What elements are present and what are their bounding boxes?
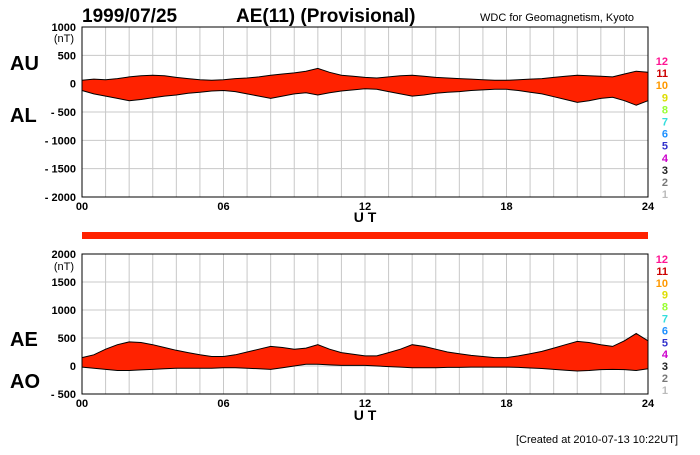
au-al-x-axis-title: U T — [354, 209, 377, 225]
series-line-au — [81, 67, 649, 81]
station-legend-label: 6 — [662, 325, 668, 337]
station-legend-label: 1 — [662, 189, 668, 201]
panel1-x-tick-label: 24 — [642, 398, 655, 410]
station-legend-label: 3 — [662, 165, 668, 177]
station-legend-label: 12 — [656, 56, 668, 68]
station-legend-label: 6 — [662, 129, 668, 141]
panel1-frame — [81, 253, 649, 395]
ae-label: AE — [10, 329, 38, 351]
panel0-y-tick-label: 0 — [70, 79, 76, 91]
station-legend-label: 5 — [662, 337, 668, 349]
panel1-y-tick-label: 0 — [70, 361, 76, 373]
station-legend-label: 11 — [656, 68, 668, 80]
al-label: AL — [10, 105, 37, 127]
panel0-area-fill — [82, 68, 648, 106]
station-legend-label: 10 — [656, 80, 668, 92]
plot-date: 1999/07/25 — [82, 6, 178, 27]
ao-label: AO — [10, 371, 40, 393]
panel0-frame — [81, 26, 649, 198]
series-line-al — [81, 88, 649, 106]
panel1-y-tick-label: - 500 — [51, 389, 76, 401]
created-timestamp: [Created at 2010-07-13 10:22UT] — [516, 434, 678, 446]
panel1-y-tick-label: 500 — [58, 333, 76, 345]
panel1-x-tick-label: 12 — [359, 398, 371, 410]
station-legend-label: 8 — [662, 104, 668, 116]
station-legend-label: 1 — [662, 385, 668, 397]
ae-ao-x-axis-title: U T — [354, 407, 377, 423]
panel0-x-tick-label: 18 — [500, 201, 512, 213]
panel1-x-tick-label: 00 — [76, 398, 88, 410]
panel0-y-tick-label: 500 — [58, 50, 76, 62]
station-legend-label: 9 — [662, 92, 668, 104]
series-line-ao — [81, 363, 649, 372]
series-line-ae — [81, 332, 649, 359]
au-label: AU — [10, 53, 39, 75]
panel0-y-tick-label: 1000 — [52, 22, 76, 34]
au-al-panel: AU AL (nT) U T 1000 500 0 - 500 - 1000 - 1500… — [10, 22, 655, 225]
station-legend-label: 7 — [662, 117, 668, 129]
station-legend-label: 8 — [662, 302, 668, 314]
station-legend-label: 12 — [656, 254, 668, 266]
panel0-y-tick-label: - 500 — [51, 107, 76, 119]
panel1-y-tick-label: 1500 — [52, 277, 76, 289]
station-legend-label: 9 — [662, 290, 668, 302]
panel0-x-tick-label: 24 — [642, 201, 655, 213]
panel1-y-tick-label: 1000 — [52, 305, 76, 317]
station-legend-label: 2 — [662, 373, 668, 385]
station-legend-label: 2 — [662, 177, 668, 189]
panel1-x-tick-label: 18 — [500, 398, 512, 410]
ae-ao-unit-label: (nT) — [54, 261, 74, 273]
station-legend-label: 10 — [656, 278, 668, 290]
panel0-x-tick-label: 00 — [76, 201, 88, 213]
plot-title: AE(11) (Provisional) — [236, 6, 416, 27]
panel1-x-tick-label: 06 — [217, 398, 229, 410]
station-legend-label: 4 — [662, 349, 669, 361]
station-legend-label: 4 — [662, 153, 669, 165]
panel0-y-tick-label: - 1000 — [45, 135, 76, 147]
panel0-x-tick-label: 06 — [217, 201, 229, 213]
station-legend-label: 3 — [662, 361, 668, 373]
plot-source: WDC for Geomagnetism, Kyoto — [480, 12, 634, 24]
panel0-y-tick-label: - 2000 — [45, 192, 76, 204]
station-legend-label: 5 — [662, 141, 668, 153]
station-legend-label: 7 — [662, 314, 668, 326]
au-al-unit-label: (nT) — [54, 33, 74, 45]
panel1-area-fill — [82, 333, 648, 371]
station-legend-label: 11 — [656, 266, 668, 278]
panel1-y-tick-label: 2000 — [52, 249, 76, 261]
separator-bar — [82, 232, 648, 239]
panel0-y-tick-label: - 1500 — [45, 164, 76, 176]
panel0-x-tick-label: 12 — [359, 201, 371, 213]
